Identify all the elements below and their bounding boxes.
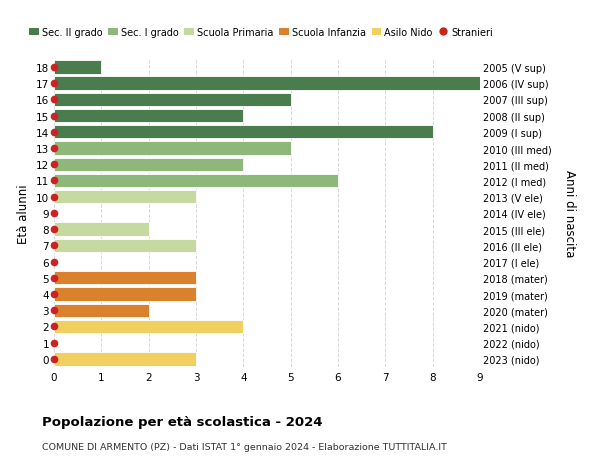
Y-axis label: Anni di nascita: Anni di nascita — [563, 170, 575, 257]
Bar — [54, 158, 244, 172]
Bar — [54, 272, 196, 285]
Bar — [54, 320, 244, 333]
Y-axis label: Età alunni: Età alunni — [17, 184, 31, 243]
Bar — [54, 239, 196, 252]
Bar — [54, 110, 244, 123]
Bar — [54, 174, 338, 188]
Bar — [54, 77, 480, 90]
Bar — [54, 353, 196, 366]
Text: COMUNE DI ARMENTO (PZ) - Dati ISTAT 1° gennaio 2024 - Elaborazione TUTTITALIA.IT: COMUNE DI ARMENTO (PZ) - Dati ISTAT 1° g… — [42, 442, 447, 451]
Bar — [54, 223, 149, 236]
Bar — [54, 288, 196, 301]
Bar — [54, 304, 149, 317]
Text: Popolazione per età scolastica - 2024: Popolazione per età scolastica - 2024 — [42, 415, 323, 428]
Bar — [54, 190, 196, 204]
Legend: Sec. II grado, Sec. I grado, Scuola Primaria, Scuola Infanzia, Asilo Nido, Stran: Sec. II grado, Sec. I grado, Scuola Prim… — [29, 28, 493, 38]
Bar — [54, 142, 290, 155]
Bar — [54, 94, 290, 107]
Bar — [54, 126, 433, 139]
Bar — [54, 61, 101, 74]
